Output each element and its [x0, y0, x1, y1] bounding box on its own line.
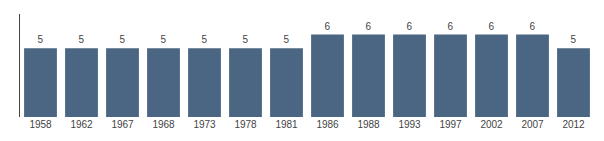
- svg-text:1968: 1968: [152, 119, 175, 130]
- svg-text:5: 5: [79, 34, 85, 45]
- svg-text:2007: 2007: [521, 119, 544, 130]
- svg-text:6: 6: [489, 21, 495, 32]
- svg-text:1978: 1978: [234, 119, 257, 130]
- svg-text:5: 5: [202, 34, 208, 45]
- svg-text:1962: 1962: [70, 119, 93, 130]
- svg-text:6: 6: [325, 21, 331, 32]
- svg-text:1997: 1997: [439, 119, 462, 130]
- svg-text:2002: 2002: [480, 119, 503, 130]
- svg-text:5: 5: [38, 34, 44, 45]
- svg-text:5: 5: [161, 34, 167, 45]
- svg-text:1988: 1988: [357, 119, 380, 130]
- svg-text:2012: 2012: [562, 119, 585, 130]
- svg-text:1967: 1967: [111, 119, 134, 130]
- svg-text:1981: 1981: [275, 119, 298, 130]
- svg-text:5: 5: [243, 34, 249, 45]
- svg-text:6: 6: [448, 21, 454, 32]
- svg-text:6: 6: [530, 21, 536, 32]
- svg-text:1973: 1973: [193, 119, 216, 130]
- svg-text:5: 5: [571, 34, 577, 45]
- svg-text:1958: 1958: [29, 119, 52, 130]
- svg-text:6: 6: [407, 21, 413, 32]
- svg-text:1986: 1986: [316, 119, 339, 130]
- svg-text:5: 5: [284, 34, 290, 45]
- svg-text:5: 5: [120, 34, 126, 45]
- svg-text:1993: 1993: [398, 119, 421, 130]
- svg-text:6: 6: [366, 21, 372, 32]
